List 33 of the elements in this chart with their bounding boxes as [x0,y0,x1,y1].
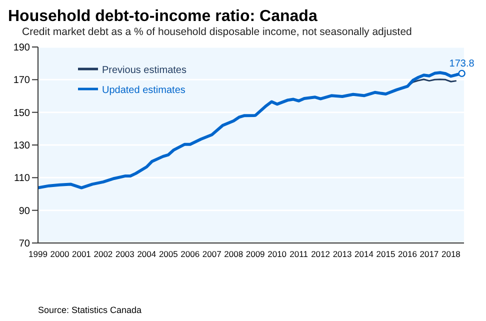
chart-title: Household debt-to-income ratio: Canada [8,8,318,26]
y-tick-label: 90 [18,206,30,217]
x-tick-label: 2003 [115,249,135,260]
y-tick-label: 190 [13,42,30,54]
x-tick-label: 2001 [72,249,92,260]
x-tick-label: 2014 [354,249,374,260]
annotation: 173.8 [449,58,475,70]
x-tick-label: 2002 [94,249,113,260]
legend-label: Previous estimates [102,65,186,76]
y-tick-label: 170 [13,75,30,86]
y-tick-label: 110 [14,173,30,184]
y-tick-label: 70 [18,238,30,250]
x-tick-label: 2015 [376,249,396,260]
y-tick-label: 150 [13,108,30,119]
x-tick-label: 2010 [268,249,287,260]
x-tick-label: 2006 [180,249,200,260]
x-tick-label: 1999 [28,249,48,260]
x-tick-label: 2012 [311,249,330,260]
x-tick-label: 2005 [158,249,178,260]
x-tick-label: 2018 [442,249,461,260]
chart-subtitle: Credit market debt as a % of household disposable income, not seasonally adjusted [22,26,413,39]
legend-label: Updated estimates [102,85,186,96]
x-tick-label: 2007 [202,249,222,260]
x-tick-label: 2000 [50,249,70,260]
x-tick-label: 2013 [332,249,352,260]
y-tick-label: 130 [13,140,30,152]
x-tick-label: 2008 [224,249,244,260]
x-tick-label: 2009 [246,249,266,260]
x-tick-label: 2011 [290,249,308,260]
x-tick-label: 2004 [137,249,156,260]
x-tick-label: 2017 [420,249,439,260]
source-note: Source: Statistics Canada [38,305,142,316]
x-tick-label: 2016 [398,249,418,260]
